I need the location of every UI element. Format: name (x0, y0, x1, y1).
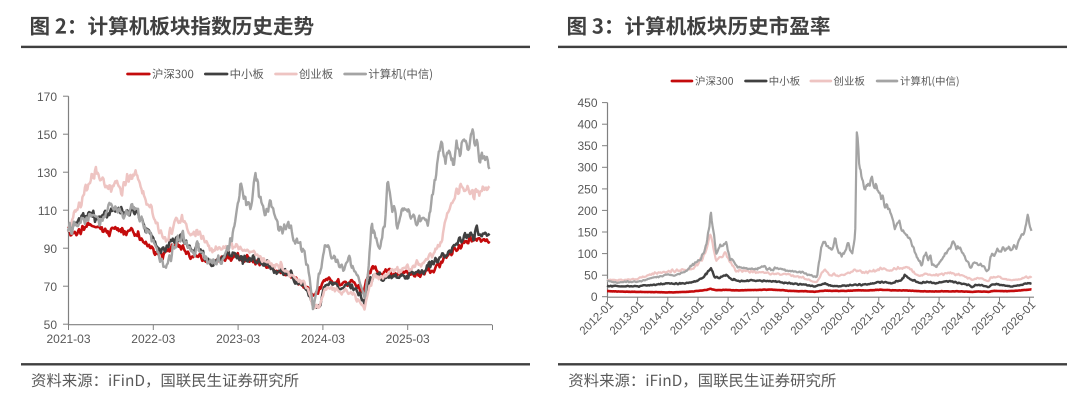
svg-text:90: 90 (44, 242, 58, 256)
svg-text:70: 70 (44, 280, 58, 294)
svg-text:100: 100 (577, 247, 597, 261)
svg-text:50: 50 (44, 318, 58, 332)
svg-text:350: 350 (577, 139, 597, 153)
svg-text:50: 50 (584, 269, 598, 283)
svg-text:110: 110 (38, 204, 57, 218)
svg-text:150: 150 (577, 225, 597, 239)
svg-text:450: 450 (577, 96, 597, 110)
svg-text:2025-03: 2025-03 (386, 332, 430, 346)
svg-text:130: 130 (37, 166, 57, 180)
svg-text:250: 250 (577, 182, 597, 196)
svg-text:170: 170 (37, 90, 57, 104)
svg-text:0: 0 (591, 290, 598, 304)
svg-text:200: 200 (577, 204, 597, 218)
svg-text:300: 300 (577, 161, 597, 175)
svg-text:2023-03: 2023-03 (216, 332, 260, 346)
svg-text:2021-03: 2021-03 (46, 332, 90, 346)
svg-text:2024-03: 2024-03 (301, 332, 345, 346)
svg-text:2022-03: 2022-03 (131, 332, 175, 346)
svg-text:400: 400 (577, 118, 597, 132)
svg-text:150: 150 (37, 128, 57, 142)
